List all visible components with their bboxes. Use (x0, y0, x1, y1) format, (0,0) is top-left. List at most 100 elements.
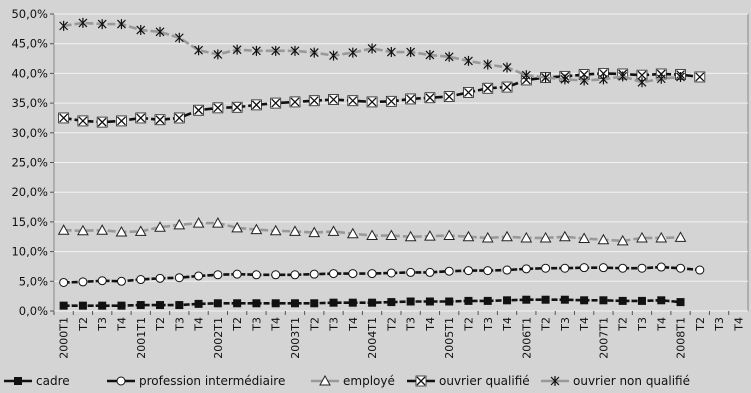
x-tick-label: T4 (655, 317, 668, 332)
x-tick-label: T2 (540, 317, 553, 332)
data-point (502, 265, 512, 275)
data-point (271, 45, 281, 56)
data-point (541, 263, 551, 273)
data-point (57, 224, 70, 235)
data-point (386, 47, 396, 58)
data-point-cross (271, 98, 281, 108)
x-tick-label: T3 (96, 317, 109, 332)
data-point (445, 297, 454, 306)
series-line (63, 72, 700, 124)
data-point (116, 276, 126, 286)
data-point (521, 264, 531, 274)
data-point (616, 234, 629, 246)
data-point (501, 230, 513, 242)
data-point (368, 298, 377, 307)
data-point (116, 376, 126, 386)
data-point (406, 297, 415, 306)
data-point (59, 20, 69, 31)
data-point (97, 276, 107, 286)
data-point (482, 82, 494, 94)
x-tick-label: T4 (115, 317, 128, 332)
data-point (462, 230, 475, 242)
data-point (136, 275, 146, 285)
data-point (251, 99, 262, 111)
data-point (346, 227, 359, 239)
data-point (173, 218, 186, 230)
data-point (251, 45, 261, 56)
x-tick-label: 2008T1 (675, 317, 688, 359)
data-point (656, 262, 666, 272)
data-point-cross (502, 82, 512, 92)
data-point (231, 221, 243, 233)
data-point (463, 87, 474, 98)
x-tick-label: T4 (270, 317, 283, 332)
y-tick-label: 40,0% (11, 66, 48, 80)
data-point (59, 277, 69, 287)
data-point (676, 71, 685, 82)
data-point (192, 217, 205, 228)
data-point (387, 298, 396, 307)
data-point-cross (97, 117, 107, 127)
data-point-cross (213, 103, 223, 113)
data-point (78, 277, 88, 287)
data-point-cross (251, 100, 261, 110)
y-tick-label: 50,0% (11, 7, 48, 21)
data-point-cross (483, 83, 493, 93)
data-point-cross (194, 105, 204, 115)
series-ouvrier-non-qualifié (59, 17, 685, 88)
data-point (579, 75, 589, 86)
data-point (541, 72, 551, 83)
data-point (464, 296, 473, 305)
legend-label: ouvrier qualifié (439, 374, 530, 388)
data-point (327, 225, 340, 236)
data-point (348, 47, 358, 58)
x-tick-label: T4 (732, 317, 745, 332)
data-point (636, 231, 648, 243)
data-point (319, 374, 331, 386)
data-point (135, 112, 147, 124)
x-tick-label: T2 (308, 317, 321, 332)
data-point (560, 295, 569, 304)
data-point-cross (416, 376, 426, 386)
x-tick-label: T2 (231, 317, 244, 332)
data-point-cross (174, 113, 184, 123)
data-point (695, 265, 705, 275)
data-point (310, 299, 319, 308)
x-tick-label: T4 (424, 317, 437, 332)
y-axis-ticks: 0,0% 5,0% 10,0% 15,0% 20,0% 25,0% 30,0% 35,0% 40… (11, 7, 54, 318)
x-tick-label: 2000T1 (58, 317, 71, 359)
data-point (385, 229, 398, 241)
data-point (501, 81, 513, 93)
data-point (657, 296, 666, 305)
data-point (155, 273, 165, 283)
x-tick-label: T2 (154, 317, 167, 332)
legend: cadre profession intermédiaire employé ouvr… (4, 374, 690, 388)
data-point-cross (136, 113, 146, 123)
data-point (463, 266, 473, 276)
data-point (483, 296, 492, 305)
data-point (58, 112, 70, 124)
data-point (154, 114, 166, 126)
x-tick-label: T2 (462, 317, 475, 332)
data-point (618, 263, 628, 273)
data-point (155, 26, 165, 37)
data-point (405, 93, 417, 105)
data-point (96, 224, 109, 235)
data-point (77, 115, 89, 127)
data-point (174, 32, 184, 43)
x-tick-label: 2004T1 (366, 317, 379, 359)
y-tick-label: 0,0% (19, 304, 48, 318)
data-point (522, 295, 531, 304)
data-point-cross (232, 102, 242, 112)
x-tick-label: T3 (328, 317, 341, 332)
data-point (425, 49, 435, 60)
data-point (233, 299, 242, 308)
data-point (676, 263, 686, 273)
data-point (443, 229, 456, 241)
data-point (97, 19, 107, 30)
data-point (348, 269, 358, 279)
data-point (415, 375, 427, 387)
x-tick-label: 2007T1 (597, 317, 610, 359)
data-point (578, 232, 590, 244)
